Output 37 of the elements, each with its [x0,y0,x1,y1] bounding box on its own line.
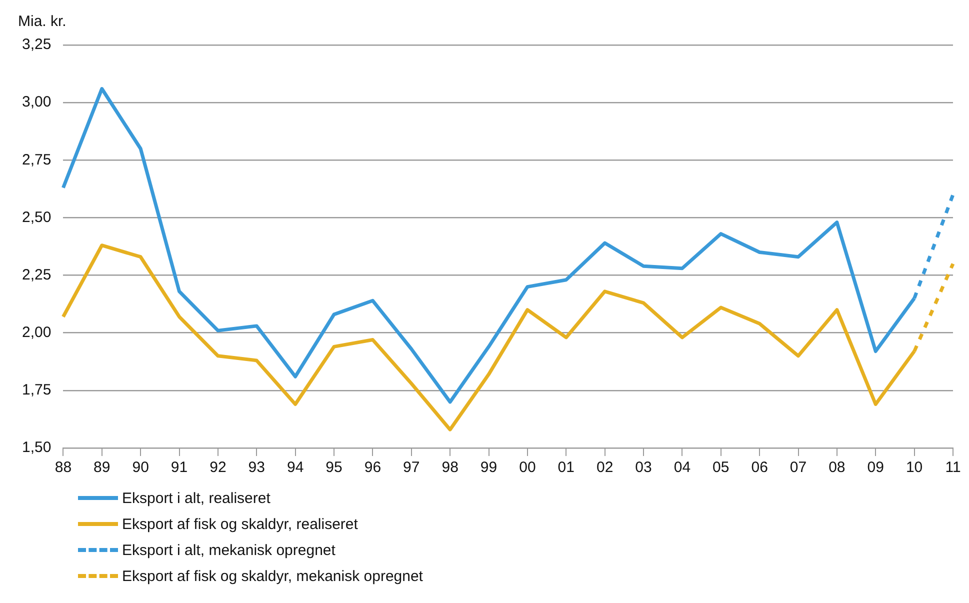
y-tick-label: 2,50 [22,208,52,226]
x-tick-label: 04 [674,459,691,476]
legend-label: Eksport af fisk og skaldyr, mekanisk opregnet [122,568,423,584]
x-tick-label: 97 [403,459,420,476]
x-tick-label: 88 [54,459,72,476]
y-tick-label: 3,25 [22,36,52,54]
x-tick-label: 00 [519,459,536,476]
legend-label: Eksport i alt, realiseret [122,490,270,506]
x-tick-label: 89 [94,459,110,476]
x-tick-label: 03 [635,459,652,476]
x-tick-label: 01 [558,459,574,476]
x-tick-label: 08 [828,459,846,476]
x-tick-label: 99 [480,459,498,476]
legend-label: Eksport i alt, mekanisk opregnet [122,542,336,558]
legend-label: Eksport af fisk og skaldyr, realiseret [122,516,358,532]
y-tick-label: 1,50 [22,439,52,456]
y-tick-label: 2,00 [22,324,52,341]
x-tick-label: 06 [751,459,768,476]
x-tick-label: 11 [945,459,961,476]
x-tick-label: 98 [442,459,458,476]
y-tick-label: 2,75 [22,151,52,168]
x-tick-label: 91 [170,459,188,476]
x-tick-label: 95 [326,459,342,476]
x-tick-label: 09 [867,459,884,476]
x-tick-label: 96 [364,459,382,476]
x-tick-label: 07 [790,459,807,476]
y-tick-label: 2,25 [22,266,52,284]
x-tick-label: 05 [712,459,730,476]
x-tick-label: 90 [132,459,149,476]
x-tick-label: 02 [596,459,614,476]
x-tick-label: 10 [906,459,923,476]
y-tick-label: 1,75 [22,382,52,399]
y-axis-title: Mia. kr. [18,13,66,30]
x-tick-label: 92 [210,459,226,476]
x-tick-label: 93 [248,459,265,476]
y-tick-label: 3,00 [22,94,52,111]
x-tick-label: 94 [286,459,304,476]
